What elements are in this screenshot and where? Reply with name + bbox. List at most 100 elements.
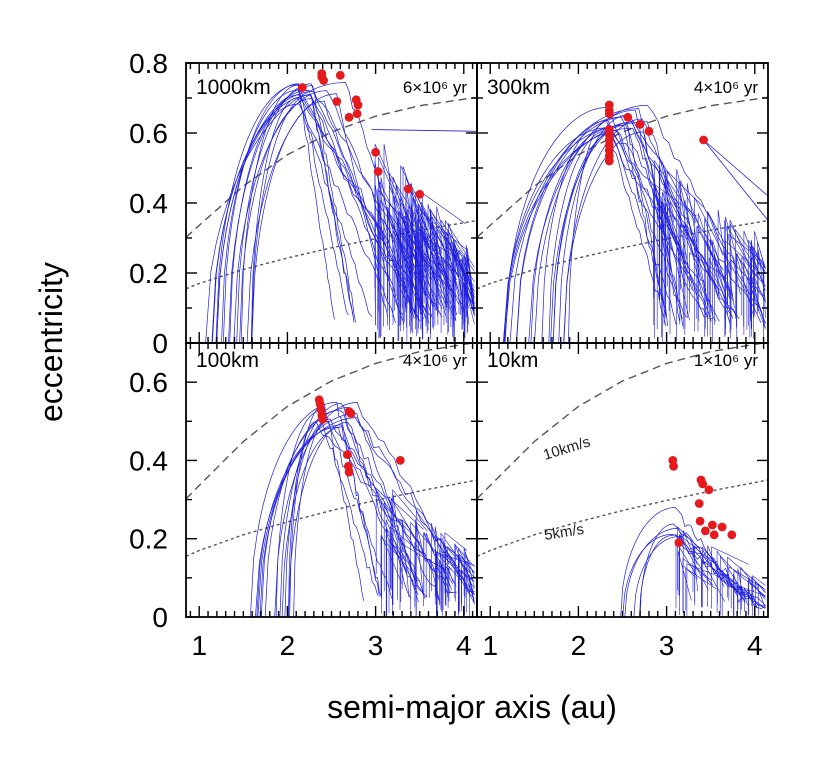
track-dense: [685, 567, 717, 611]
track-dense: [397, 210, 422, 341]
reference-curve-5kms-100km: [186, 479, 477, 557]
panel-label-1000km: 1000km: [196, 76, 271, 99]
track-dense: [697, 224, 734, 332]
track-dense: [753, 246, 766, 340]
ticks-10km: [477, 342, 768, 618]
track-dense: [724, 253, 747, 337]
track-dense: [459, 553, 475, 612]
point-1000km: [298, 83, 307, 92]
track-dense: [448, 223, 475, 332]
track-dense: [423, 531, 435, 600]
track-dense: [684, 221, 703, 335]
track-dense: [679, 224, 694, 325]
track-dense: [433, 259, 465, 330]
reference-curve-10kms-300km: [477, 96, 768, 238]
track-arc: [205, 82, 424, 343]
track-dense: [387, 206, 413, 300]
panel-100km: [185, 342, 478, 618]
track-dense: [399, 229, 443, 326]
plot-area-100km: [186, 343, 477, 617]
track-arc: [279, 403, 411, 617]
track-dense: [379, 181, 402, 338]
track-dense: [412, 197, 429, 294]
curve-label-10kms: 10km/s: [541, 433, 592, 463]
track-arc: [221, 89, 421, 343]
track-dense: [665, 169, 671, 314]
ticks-300km: [477, 62, 768, 344]
track-dense: [411, 183, 420, 322]
track-dense: [707, 545, 725, 607]
plot-area-1000km: [186, 69, 477, 343]
reference-curve-10kms-1000km: [186, 96, 477, 238]
point-10km: [695, 516, 705, 526]
track-dense: [439, 559, 454, 606]
track-arc: [289, 403, 365, 617]
track-dense: [659, 157, 675, 300]
track-dense: [757, 242, 766, 314]
panels-layer: [185, 62, 769, 618]
track-dense: [677, 551, 692, 601]
track-arc: [239, 98, 354, 343]
track-dense: [383, 501, 398, 592]
y-tick-label: 0.6: [129, 118, 168, 149]
point-100km: [395, 456, 405, 465]
track-dense: [735, 228, 766, 319]
track-dense: [746, 276, 766, 330]
track-dense: [682, 565, 698, 610]
track-line: [703, 139, 768, 221]
track-arc: [620, 507, 746, 617]
x-tick-label: 1: [482, 630, 498, 661]
track-dense: [410, 521, 453, 611]
track-dense: [679, 534, 717, 596]
track-dense: [448, 565, 462, 602]
track-dense: [377, 188, 413, 330]
track-arc: [257, 413, 422, 617]
track-arc: [504, 107, 705, 343]
track-dense: [389, 526, 426, 589]
track-dense: [458, 570, 475, 607]
y-tick-label: 0.4: [129, 445, 168, 476]
track-arc: [288, 421, 457, 617]
track-dense: [748, 239, 766, 326]
track-arc: [509, 108, 683, 343]
x-tick-label: 4: [456, 630, 472, 661]
track-dense: [427, 204, 451, 331]
track-dense: [751, 576, 766, 606]
track-dense: [464, 565, 475, 615]
track-dense: [404, 215, 446, 323]
track-line: [703, 139, 768, 197]
point-300km: [604, 156, 614, 166]
time-label-10km: 1×10⁶ yr: [694, 351, 759, 370]
track-dense: [662, 192, 685, 342]
track-dense: [383, 219, 417, 327]
reference-curve-5kms-1000km: [186, 219, 477, 290]
point-1000km: [373, 167, 383, 176]
x-tick-label: 2: [280, 630, 296, 661]
track-dense: [380, 199, 410, 338]
track-dense: [381, 534, 403, 598]
track-dense: [417, 218, 457, 307]
reference-curve-10kms-10km: [477, 343, 768, 500]
track-dense: [707, 211, 723, 337]
track-dense: [436, 550, 475, 614]
y-tick-label: 0.2: [129, 524, 168, 555]
track-dense: [392, 489, 428, 604]
track-dense: [435, 241, 442, 309]
track-dense: [403, 227, 442, 331]
time-label-1000km: 6×10⁶ yr: [403, 78, 468, 97]
point-10km: [708, 520, 717, 530]
reference-curve-5kms-300km: [477, 219, 768, 290]
point-10km: [704, 485, 714, 495]
point-100km: [318, 414, 328, 424]
track-dense: [437, 256, 448, 325]
track-dense: [415, 233, 457, 330]
track-dense: [455, 544, 475, 602]
track-dense: [409, 183, 449, 313]
track-dense: [719, 573, 746, 615]
track-dense: [689, 252, 727, 313]
time-label-300km: 4×10⁶ yr: [694, 78, 759, 97]
track-dense: [737, 568, 744, 610]
track-dense: [441, 564, 453, 612]
track-dense: [686, 183, 697, 319]
